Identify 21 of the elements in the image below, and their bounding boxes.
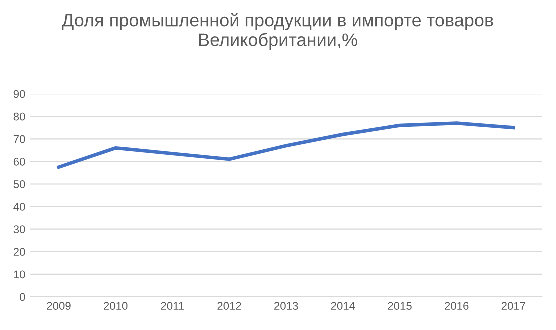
x-tick-label: 2013: [274, 302, 298, 310]
y-tick-label: 80: [14, 112, 26, 121]
x-tick-label: 2011: [161, 302, 184, 310]
y-tick-label: 40: [14, 203, 26, 211]
x-tick-label: 2015: [388, 302, 412, 310]
line-series: [57, 122, 516, 170]
y-tick-label: 20: [14, 248, 26, 256]
y-tick-label: 0: [20, 293, 26, 302]
y-tick-label: 50: [14, 180, 26, 188]
x-tick-label: 2014: [331, 302, 356, 310]
x-tick-label: 2016: [445, 302, 469, 310]
x-tick-label: 2017: [502, 302, 526, 310]
y-tick-label: 10: [14, 270, 26, 279]
y-tick-label: 30: [14, 226, 26, 234]
x-tick-label: 2012: [218, 302, 242, 310]
y-tick-label: 90: [14, 90, 26, 98]
y-tick-label: 70: [14, 135, 26, 144]
x-tick-label: 2009: [47, 302, 71, 310]
x-tick-label: 2010: [104, 302, 128, 310]
chart-title: Доля промышленной продукции в импорте товаров Великобритании,%: [62, 13, 494, 50]
y-tick-label: 60: [14, 158, 26, 166]
